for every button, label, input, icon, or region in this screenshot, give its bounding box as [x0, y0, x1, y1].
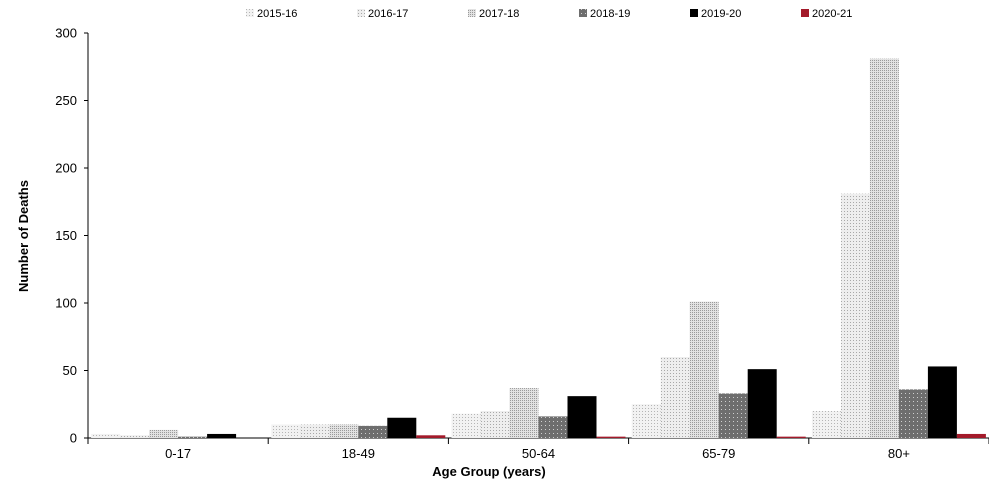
bar-2015-16-18-49 [271, 424, 301, 438]
bar-2019-20-80+ [927, 366, 957, 438]
bar-2016-17-65-79 [660, 357, 690, 438]
x-axis-title: Age Group (years) [432, 464, 545, 479]
bar-2020-21-80+ [956, 433, 986, 438]
bar-2019-20-50-64 [567, 396, 597, 438]
axes: 0 50 100 150 200 250 300 0-17 18-49 50-64 65-79 80+ [55, 26, 989, 461]
y-tick-label: 250 [55, 93, 77, 108]
bar-2019-20-18-49 [387, 417, 417, 438]
legend-swatch-2018-19 [579, 9, 587, 17]
legend-label-2016-17: 2016-17 [368, 8, 408, 20]
bar-2018-19-50-64 [538, 416, 568, 438]
legend-swatch-2016-17 [357, 9, 365, 17]
legend-swatch-2020-21 [801, 9, 809, 17]
bar-2017-18-0-17 [149, 429, 179, 438]
y-tick-label: 300 [55, 26, 77, 41]
legend: 2015-16 2016-17 2017-18 2018-19 2019-20 2020-… [246, 8, 852, 20]
bar-2016-17-80+ [840, 193, 870, 438]
legend-swatch-2017-18 [468, 9, 476, 17]
y-tick-label: 100 [55, 296, 77, 311]
bar-2018-19-80+ [898, 389, 928, 438]
legend-label-2018-19: 2018-19 [590, 8, 630, 20]
bars [91, 58, 986, 439]
bar-2020-21-50-64 [596, 436, 626, 438]
bar-2015-16-80+ [811, 411, 841, 438]
bar-2016-17-50-64 [480, 411, 510, 438]
bar-2015-16-0-17 [91, 433, 121, 438]
legend-label-2015-16: 2015-16 [257, 8, 297, 20]
bar-2015-16-65-79 [631, 404, 661, 438]
bar-2018-19-65-79 [718, 393, 748, 438]
x-tick-label: 18-49 [342, 446, 375, 461]
bar-2020-21-18-49 [416, 435, 446, 438]
legend-swatch-2019-20 [690, 9, 698, 17]
legend-label-2020-21: 2020-21 [812, 8, 852, 20]
bar-2019-20-65-79 [747, 369, 777, 438]
bar-2016-17-0-17 [120, 435, 150, 438]
bar-2018-19-0-17 [178, 436, 208, 438]
x-tick-label: 50-64 [522, 446, 555, 461]
bar-2017-18-80+ [869, 58, 899, 439]
bar-2017-18-50-64 [509, 388, 539, 438]
y-tick-label: 200 [55, 161, 77, 176]
y-tick-label: 0 [70, 431, 77, 446]
bar-2018-19-18-49 [358, 425, 388, 438]
y-tick-label: 50 [63, 363, 77, 378]
y-axis-title: Number of Deaths [16, 180, 31, 292]
legend-label-2017-18: 2017-18 [479, 8, 519, 20]
y-tick-label: 150 [55, 228, 77, 243]
bar-2019-20-0-17 [207, 433, 237, 438]
legend-swatch-2015-16 [246, 9, 254, 17]
bar-2016-17-18-49 [300, 424, 330, 438]
bar-2017-18-65-79 [689, 301, 719, 438]
x-tick-label: 65-79 [702, 446, 735, 461]
x-tick-label: 0-17 [165, 446, 191, 461]
bar-2020-21-65-79 [776, 436, 806, 438]
x-tick-label: 80+ [888, 446, 910, 461]
bar-2015-16-50-64 [451, 413, 481, 438]
legend-label-2019-20: 2019-20 [701, 8, 741, 20]
bar-2017-18-18-49 [329, 424, 359, 438]
